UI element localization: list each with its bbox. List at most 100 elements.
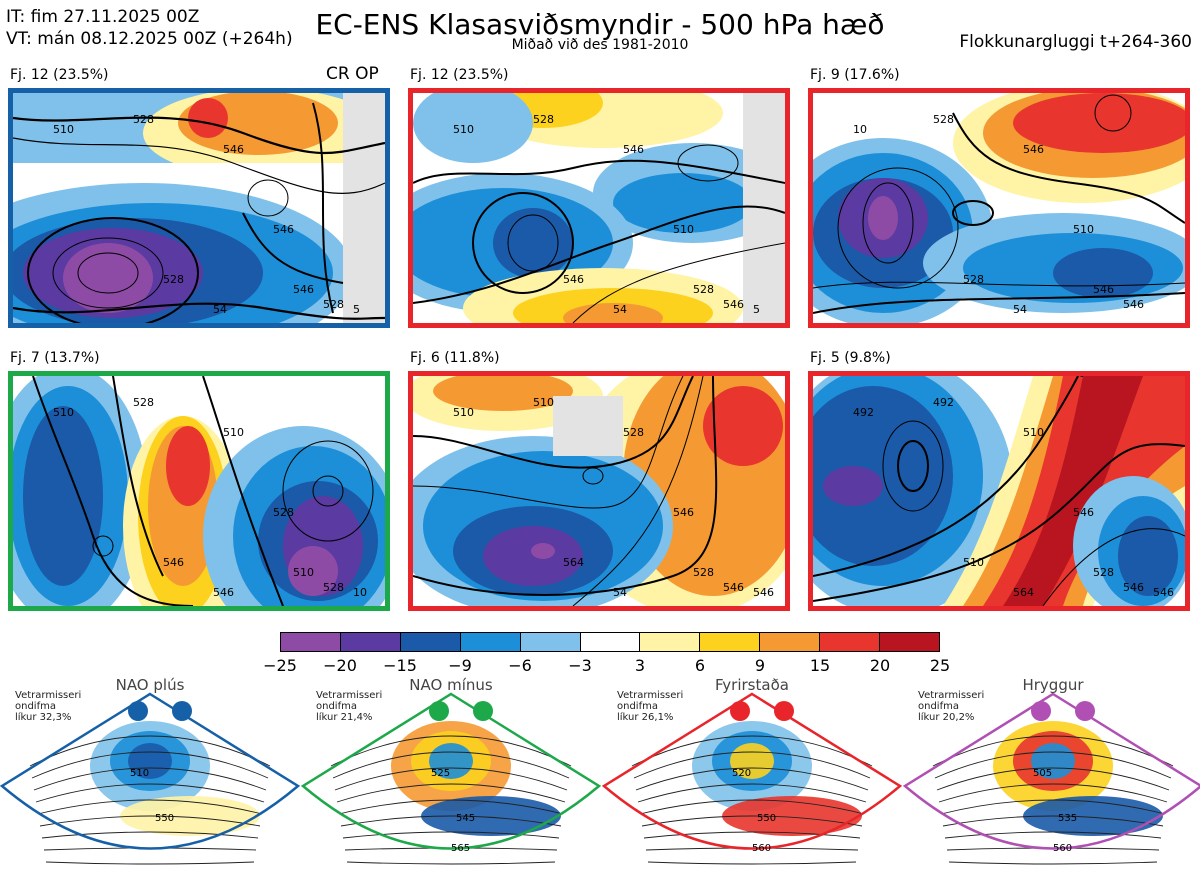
contour-label: 54 (213, 303, 227, 316)
regime-contour-label: 525 (431, 768, 450, 779)
contour-label: 528 (693, 283, 714, 296)
colorbar-tick-label: −25 (263, 656, 297, 675)
chart-subtitle: Miðað við des 1981-2010 (511, 37, 689, 53)
regime-note: Vetrarmisseri ondifma líkur 20,2% (918, 690, 984, 723)
chart-title: EC-ENS Klasasviðsmyndir - 500 hPa hæð (315, 8, 885, 41)
colorbar-swatch (880, 633, 939, 651)
colorbar-tick-label: −3 (568, 656, 592, 675)
regime-contour-label: 545 (456, 813, 475, 824)
regime-map: 525 545 565 (301, 692, 601, 865)
cluster-map-panel-3: 10 528 546 510 528 546 546 54 (808, 88, 1190, 328)
cluster-map-panel-1: 510 528 546 546 528 546 528 54 5 (8, 88, 390, 328)
regime-panel: 505 535 560 Hryggur Vetrarmisseri ondifma líku… (903, 676, 1200, 871)
contour-label: 528 (273, 506, 294, 519)
initial-time: IT: fim 27.11.2025 00Z (6, 7, 200, 27)
contour-label: 510 (1023, 426, 1044, 439)
contour-label: 546 (293, 283, 314, 296)
contour-label: 510 (453, 406, 474, 419)
regime-note-line: Vetrarmisseri (918, 690, 985, 701)
cluster-map-panel-5: 510 510 528 546 564 528 546 54 546 (408, 371, 790, 611)
panel-6-label: Fj. 5 (9.8%) (810, 350, 891, 366)
regime-map: 505 535 560 (903, 692, 1200, 865)
contour-label: 5 (353, 303, 360, 316)
colorbar-tick-label: 15 (809, 656, 831, 675)
contour-label: 528 (963, 273, 984, 286)
regime-contour-label: 565 (451, 843, 470, 854)
contour-label: 546 (723, 581, 744, 594)
colorbar-tick-label: −15 (383, 656, 417, 675)
regime-note-line: líkur 32,3% (15, 712, 72, 723)
cluster-map-panel-4: 510 528 510 528 546 510 528 546 10 (8, 371, 390, 611)
regime-note-line: ondifma (316, 701, 357, 712)
regime-note-line: Vetrarmisseri (617, 690, 684, 701)
regime-note-line: líkur 21,4% (316, 712, 373, 723)
regime-marker (774, 701, 794, 721)
contour-label: 10 (853, 123, 867, 136)
cluster-map-panel-2: 510 528 546 510 546 528 546 54 5 (408, 88, 790, 328)
contour-label: 564 (563, 556, 584, 569)
regime-note-line: líkur 20,2% (918, 712, 975, 723)
regime-marker (473, 701, 493, 721)
panel-5-label: Fj. 6 (11.8%) (410, 350, 500, 366)
contour-label: 528 (133, 113, 154, 126)
contour-label: 510 (963, 556, 984, 569)
panel-1-label: Fj. 12 (23.5%) (10, 67, 109, 83)
colorbar-tick-label: −6 (508, 656, 532, 675)
contour-label: 546 (1123, 581, 1144, 594)
regime-note: Vetrarmisseri ondifma líkur 26,1% (617, 690, 683, 723)
regime-contour-label: 505 (1033, 768, 1052, 779)
contour-label: 546 (163, 556, 184, 569)
regime-panel: 520 550 560 Fyrirstaða Vetrarmisseri ondifma l… (602, 676, 902, 871)
regime-contour-label: 550 (757, 813, 776, 824)
contour-label: 510 (293, 566, 314, 579)
colorbar-swatch (580, 633, 641, 651)
regime-contour-label: 535 (1058, 813, 1077, 824)
panel-4-label: Fj. 7 (13.7%) (10, 350, 100, 366)
cluster-map-panel-6: 492 492 510 546 510 528 546 564 546 (808, 371, 1190, 611)
regime-note-line: Vetrarmisseri (15, 690, 82, 701)
colorbar-swatch (640, 633, 701, 651)
contour-label: 546 (673, 506, 694, 519)
contour-label: 510 (1073, 223, 1094, 236)
contour-label: 528 (323, 298, 344, 311)
colorbar-tick-label: 6 (694, 656, 706, 675)
panel-2-label: Fj. 12 (23.5%) (410, 67, 509, 83)
contour-label: 510 (223, 426, 244, 439)
regime-contour-label: 550 (155, 813, 174, 824)
regime-map: 520 550 560 (602, 692, 902, 865)
contour-label: 5 (753, 303, 760, 316)
regime-marker (172, 701, 192, 721)
contour-label: 528 (623, 426, 644, 439)
contour-label: 54 (613, 586, 627, 599)
contour-label: 546 (753, 586, 774, 599)
contour-label: 510 (53, 123, 74, 136)
colorbar-swatch (460, 633, 521, 651)
contour-label: 546 (623, 143, 644, 156)
contour-label: 546 (1093, 283, 1114, 296)
contour-label: 54 (613, 303, 627, 316)
contour-label: 546 (223, 143, 244, 156)
panel-3-label: Fj. 9 (17.6%) (810, 67, 900, 83)
regime-note-line: líkur 26,1% (617, 712, 674, 723)
regime-panel: 525 545 565 NAO mínus Vetrarmisseri ondifma lí… (301, 676, 601, 871)
colorbar-swatch (760, 633, 821, 651)
contour-label: 528 (163, 273, 184, 286)
colorbar-swatch (340, 633, 401, 651)
contour-label: 492 (853, 406, 874, 419)
regime-marker (730, 701, 750, 721)
regime-map: 510 550 (0, 692, 300, 865)
colorbar-tick-label: −20 (323, 656, 357, 675)
regime-marker (1075, 701, 1095, 721)
contour-label: 510 (533, 396, 554, 409)
regime-note-line: ondifma (617, 701, 658, 712)
contour-label: 528 (133, 396, 154, 409)
regime-marker (429, 701, 449, 721)
regime-panel: 510 550 NAO plús Vetrarmisseri ondifma líkur … (0, 676, 300, 871)
colorbar-swatch (820, 633, 881, 651)
regime-marker (1031, 701, 1051, 721)
contour-label: 528 (533, 113, 554, 126)
colorbar-tick-label: 20 (869, 656, 891, 675)
contour-label: 546 (723, 298, 744, 311)
contour-label: 546 (1023, 143, 1044, 156)
colorbar-swatch (281, 633, 341, 651)
